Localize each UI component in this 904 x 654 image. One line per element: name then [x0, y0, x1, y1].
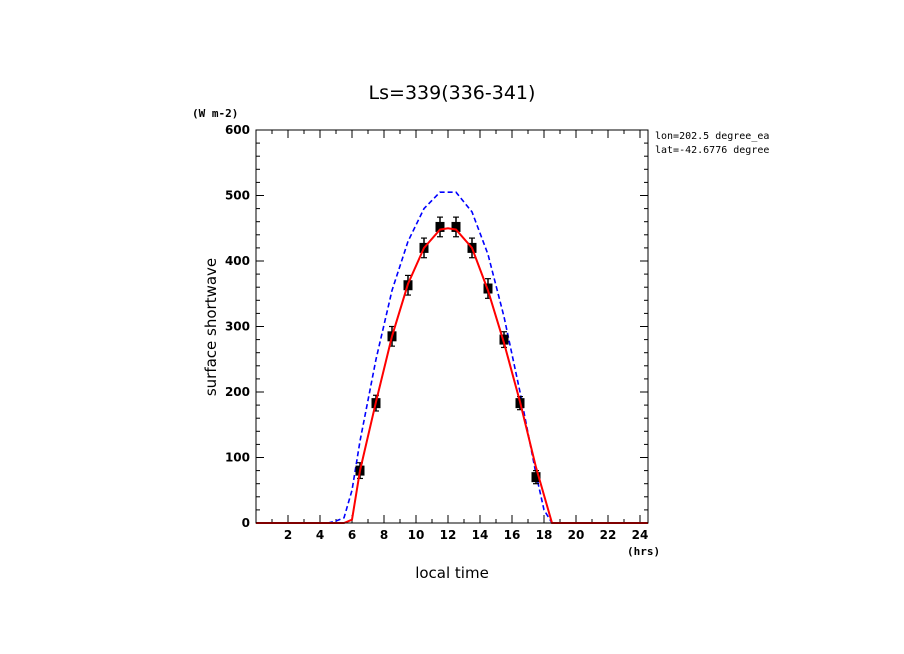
x-tick-label: 20	[568, 528, 585, 542]
lat-annotation: lat=-42.6776 degree	[655, 145, 769, 156]
x-tick-label: 8	[380, 528, 388, 542]
axis-ticks	[256, 130, 648, 523]
x-tick-label: 2	[284, 528, 292, 542]
y-tick-label: 200	[225, 385, 250, 399]
x-tick-label: 14	[472, 528, 489, 542]
y-tick-label: 500	[225, 189, 250, 203]
x-tick-label: 16	[504, 528, 521, 542]
x-tick-label: 24	[632, 528, 649, 542]
y-tick-label: 100	[225, 451, 250, 465]
x-unit-label: (hrs)	[627, 545, 660, 558]
y-tick-label: 300	[225, 320, 250, 334]
series-line-solid	[256, 227, 648, 524]
x-tick-label: 12	[440, 528, 457, 542]
lon-annotation: lon=202.5 degree_ea	[655, 131, 769, 142]
data-point	[451, 221, 461, 232]
x-tick-label: 4	[316, 528, 324, 542]
plot-frame	[255, 129, 649, 524]
x-tick-label: 18	[536, 528, 553, 542]
y-tick-label: 600	[225, 123, 250, 137]
y-axis-label: surface shortwave	[202, 258, 220, 396]
x-tick-label: 22	[600, 528, 617, 542]
y-tick-label: 400	[225, 254, 250, 268]
y-tick-label: 0	[242, 516, 250, 530]
chart-title: Ls=339(336-341)	[369, 82, 536, 104]
data-point	[435, 221, 445, 232]
x-tick-label: 6	[348, 528, 356, 542]
data-point	[531, 472, 541, 483]
series-line-dashed	[256, 191, 648, 524]
x-tick-label: 10	[408, 528, 425, 542]
y-unit-label: (W m-2)	[192, 107, 238, 120]
x-axis-label: local time	[415, 564, 489, 582]
series-layer	[256, 191, 648, 524]
